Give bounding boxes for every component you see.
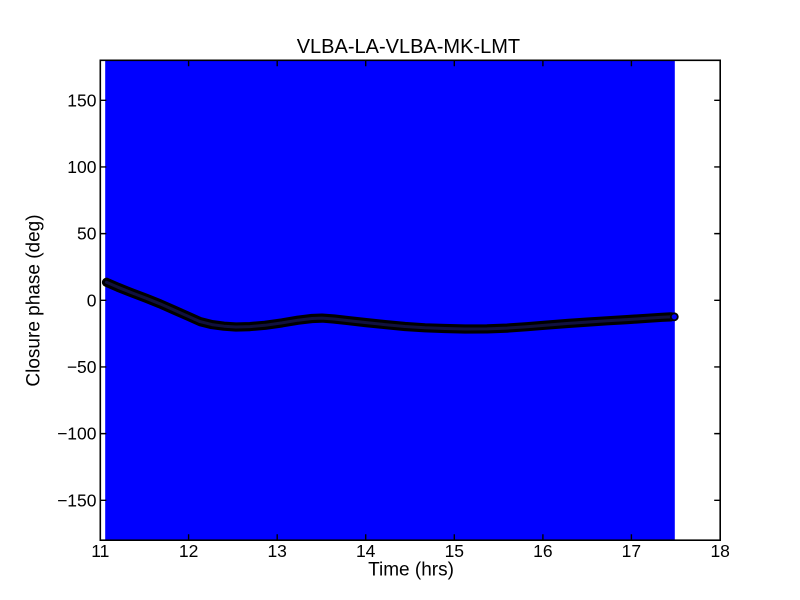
svg-text:Time (hrs): Time (hrs) bbox=[368, 560, 454, 581]
svg-text:−100: −100 bbox=[57, 424, 97, 444]
svg-text:17: 17 bbox=[622, 541, 641, 561]
svg-text:14: 14 bbox=[356, 541, 376, 561]
svg-text:0: 0 bbox=[87, 290, 97, 310]
svg-text:12: 12 bbox=[179, 541, 198, 561]
svg-text:15: 15 bbox=[445, 541, 464, 561]
svg-text:Closure phase (deg): Closure phase (deg) bbox=[24, 214, 45, 386]
svg-text:16: 16 bbox=[533, 541, 552, 561]
svg-text:13: 13 bbox=[267, 541, 286, 561]
svg-text:11: 11 bbox=[91, 541, 109, 561]
svg-text:150: 150 bbox=[67, 90, 96, 110]
svg-text:−50: −50 bbox=[67, 357, 97, 377]
svg-text:−150: −150 bbox=[57, 490, 97, 510]
svg-text:50: 50 bbox=[77, 224, 97, 244]
svg-text:100: 100 bbox=[67, 157, 96, 177]
svg-text:VLBA-LA-VLBA-MK-LMT: VLBA-LA-VLBA-MK-LMT bbox=[297, 36, 520, 58]
svg-text:18: 18 bbox=[710, 541, 729, 561]
